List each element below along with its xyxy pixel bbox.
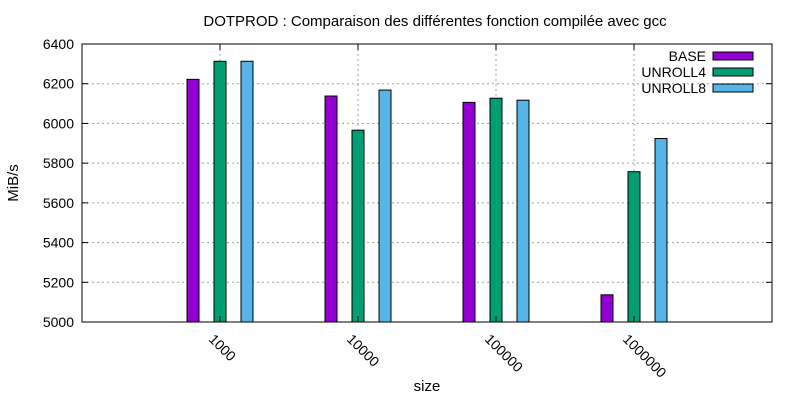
bar-base-100000 bbox=[462, 101, 476, 323]
bar-unroll8-10000 bbox=[378, 89, 392, 323]
legend-swatch-unroll4 bbox=[712, 67, 754, 77]
bar-unroll8-1000 bbox=[240, 60, 254, 323]
y-tick-label: 5600 bbox=[43, 195, 74, 211]
y-tick-label: 5000 bbox=[43, 314, 74, 330]
y-tick-label: 6000 bbox=[43, 115, 74, 131]
x-tick-label: 1000 bbox=[206, 331, 239, 364]
y-tick-label: 5200 bbox=[43, 274, 74, 290]
bar-base-1000 bbox=[186, 78, 200, 323]
y-tick-label: 5400 bbox=[43, 235, 74, 251]
plot-frame bbox=[81, 43, 773, 323]
bar-unroll4-10000 bbox=[351, 129, 365, 323]
bar-unroll8-1000000 bbox=[654, 138, 668, 323]
bar-base-10000 bbox=[324, 95, 338, 323]
bars bbox=[186, 60, 668, 323]
x-axis-label: size bbox=[414, 378, 441, 395]
legend-label-unroll8: UNROLL8 bbox=[641, 80, 706, 96]
legend-label-base: BASE bbox=[669, 48, 706, 64]
y-tick-label: 6200 bbox=[43, 76, 74, 92]
bar-base-1000000 bbox=[600, 294, 614, 323]
legend-label-unroll4: UNROLL4 bbox=[641, 64, 706, 80]
y-axis: 5000 5200 5400 5600 5800 6000 6200 6400 bbox=[43, 36, 772, 330]
bar-unroll4-1000000 bbox=[627, 171, 641, 323]
bar-unroll8-100000 bbox=[516, 99, 530, 323]
x-tick-label: 100000 bbox=[482, 331, 526, 375]
bar-unroll4-1000 bbox=[213, 60, 227, 323]
y-tick-label: 6400 bbox=[43, 36, 74, 52]
y-tick-label: 5800 bbox=[43, 155, 74, 171]
x-tick-label: 10000 bbox=[344, 331, 383, 370]
y-axis-label: MiB/s bbox=[5, 164, 22, 202]
x-axis: 1000 10000 100000 1000000 bbox=[206, 44, 670, 381]
legend-swatch-unroll8 bbox=[712, 83, 754, 93]
legend-swatch-base bbox=[712, 51, 754, 61]
chart-title: DOTPROD : Comparaison des différentes fo… bbox=[203, 13, 667, 30]
bar-unroll4-100000 bbox=[489, 97, 503, 323]
x-tick-label: 1000000 bbox=[620, 331, 670, 381]
